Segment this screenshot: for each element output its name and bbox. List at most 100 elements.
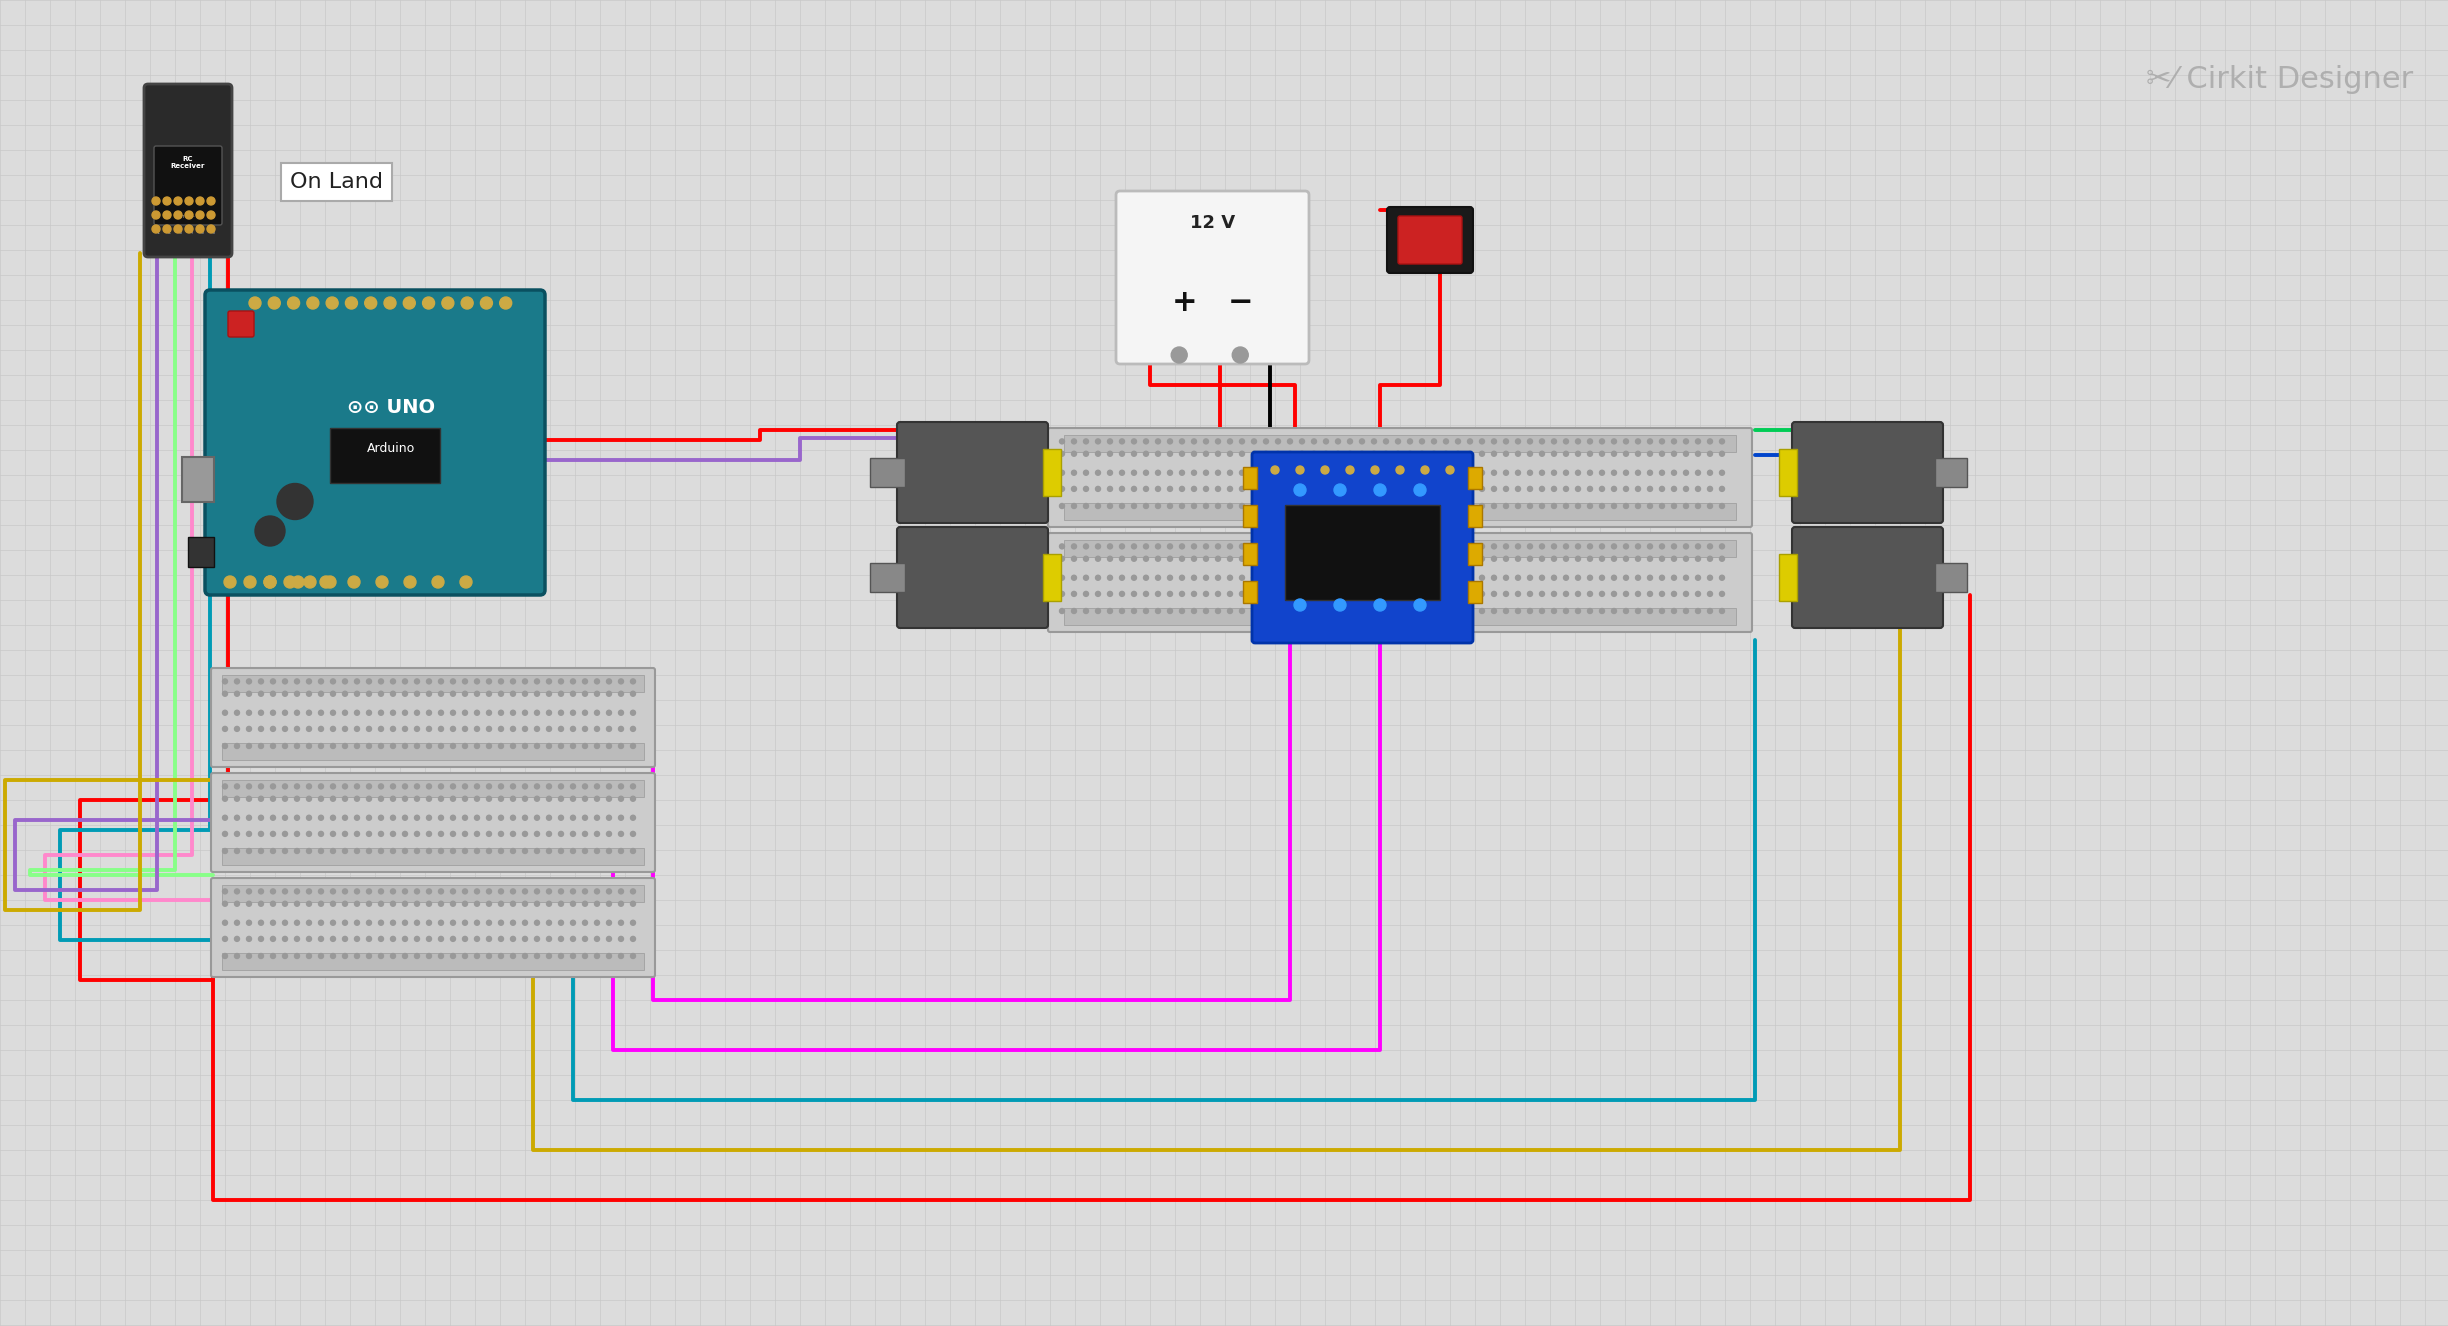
Circle shape: [1263, 556, 1268, 561]
Circle shape: [225, 575, 235, 587]
Circle shape: [1503, 591, 1508, 597]
Circle shape: [1552, 439, 1557, 444]
Bar: [223, 743, 644, 760]
Circle shape: [384, 297, 397, 309]
Circle shape: [1540, 591, 1545, 597]
Circle shape: [1444, 544, 1449, 549]
Circle shape: [1300, 556, 1305, 561]
Circle shape: [1295, 465, 1305, 473]
Circle shape: [1143, 439, 1148, 444]
Circle shape: [321, 575, 333, 587]
Circle shape: [521, 679, 526, 684]
Circle shape: [1288, 556, 1293, 561]
Circle shape: [330, 902, 335, 906]
Circle shape: [196, 198, 203, 206]
Circle shape: [1324, 544, 1329, 549]
Circle shape: [367, 784, 372, 789]
FancyBboxPatch shape: [1048, 428, 1753, 526]
Circle shape: [269, 711, 277, 715]
Circle shape: [282, 936, 286, 941]
Circle shape: [401, 888, 406, 894]
Circle shape: [343, 902, 348, 906]
Circle shape: [330, 691, 335, 696]
Circle shape: [414, 711, 419, 715]
Bar: [1065, 435, 1736, 452]
FancyBboxPatch shape: [144, 84, 233, 257]
Circle shape: [282, 679, 286, 684]
Circle shape: [1168, 544, 1173, 549]
Circle shape: [367, 849, 372, 854]
Circle shape: [426, 888, 431, 894]
Circle shape: [1528, 471, 1532, 475]
Circle shape: [521, 953, 526, 959]
Circle shape: [1204, 487, 1209, 492]
Circle shape: [1300, 544, 1305, 549]
Bar: [223, 675, 644, 692]
Circle shape: [546, 711, 551, 715]
Circle shape: [1106, 439, 1111, 444]
Circle shape: [1564, 556, 1569, 561]
Circle shape: [438, 831, 443, 837]
Circle shape: [450, 727, 455, 732]
Circle shape: [326, 297, 338, 309]
Circle shape: [1346, 591, 1351, 597]
Circle shape: [1479, 575, 1483, 581]
Circle shape: [1420, 556, 1425, 561]
Circle shape: [1097, 504, 1102, 508]
Circle shape: [1337, 504, 1342, 508]
Circle shape: [330, 888, 335, 894]
Circle shape: [392, 691, 397, 696]
Circle shape: [294, 920, 299, 926]
Circle shape: [1684, 451, 1689, 456]
Circle shape: [1084, 609, 1089, 614]
Circle shape: [1131, 439, 1136, 444]
Circle shape: [1623, 556, 1628, 561]
Circle shape: [595, 936, 600, 941]
Circle shape: [450, 888, 455, 894]
Circle shape: [1072, 544, 1077, 549]
Circle shape: [1337, 575, 1342, 581]
Circle shape: [499, 297, 512, 309]
Circle shape: [404, 575, 416, 587]
Circle shape: [1696, 451, 1701, 456]
Circle shape: [318, 920, 323, 926]
Circle shape: [1192, 504, 1197, 508]
Circle shape: [414, 920, 419, 926]
Circle shape: [1718, 591, 1723, 597]
Circle shape: [534, 784, 539, 789]
Circle shape: [1226, 575, 1231, 581]
Circle shape: [499, 744, 504, 748]
Circle shape: [1444, 439, 1449, 444]
Circle shape: [583, 796, 588, 801]
Circle shape: [282, 902, 286, 906]
Circle shape: [1275, 487, 1280, 492]
Circle shape: [607, 936, 612, 941]
Circle shape: [512, 831, 517, 837]
Circle shape: [1373, 599, 1386, 611]
Circle shape: [1324, 575, 1329, 581]
Circle shape: [1097, 487, 1102, 492]
Circle shape: [330, 711, 335, 715]
Circle shape: [1106, 591, 1111, 597]
Circle shape: [1371, 609, 1376, 614]
Circle shape: [632, 691, 636, 696]
Circle shape: [1131, 544, 1136, 549]
Circle shape: [401, 796, 406, 801]
Bar: [1244, 544, 1256, 565]
Circle shape: [235, 953, 240, 959]
Circle shape: [1084, 544, 1089, 549]
Circle shape: [1648, 591, 1652, 597]
Circle shape: [1180, 439, 1185, 444]
Circle shape: [521, 831, 526, 837]
Circle shape: [1359, 451, 1364, 456]
Circle shape: [1106, 544, 1111, 549]
Bar: [223, 849, 644, 866]
Text: 6: 6: [211, 231, 215, 236]
Circle shape: [521, 815, 526, 821]
Circle shape: [546, 831, 551, 837]
Circle shape: [306, 920, 311, 926]
Circle shape: [294, 936, 299, 941]
Circle shape: [1337, 439, 1342, 444]
Circle shape: [1143, 451, 1148, 456]
Circle shape: [1696, 487, 1701, 492]
